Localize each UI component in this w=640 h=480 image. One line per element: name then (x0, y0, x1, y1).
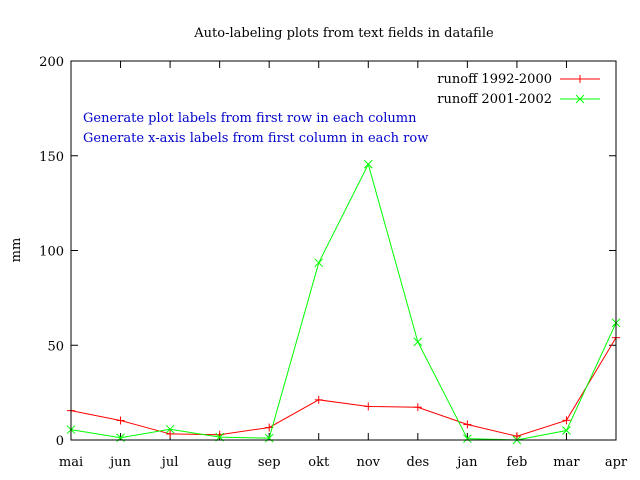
x-tick-label: des (406, 455, 429, 470)
y-tick-label: 100 (39, 245, 64, 260)
series-2-point (413, 337, 423, 347)
series-2-point (165, 424, 175, 434)
series-2-point (562, 426, 571, 435)
x-tick-label: feb (506, 455, 527, 470)
series-2-point (463, 434, 472, 444)
series-2-point (264, 433, 274, 443)
y-tick-label: 150 (39, 150, 64, 165)
x-tick-label: nov (356, 455, 380, 470)
y-tick-label: 0 (56, 434, 64, 449)
x-tick-label: sep (258, 455, 281, 470)
x-tick-label: jul (160, 455, 179, 470)
x-tick-label: apr (605, 455, 628, 470)
x-tick-label: aug (207, 455, 231, 470)
series-2-line (70, 162, 617, 441)
series-2 (66, 159, 621, 445)
x-tick-label: okt (308, 455, 330, 470)
y-tick-label: 200 (39, 55, 64, 70)
series-1-point (512, 432, 521, 441)
series-1-point (116, 416, 125, 425)
series-1-point (166, 429, 175, 438)
series-1-point (413, 403, 422, 412)
chart-title: Auto-labeling plots from text fields in … (193, 26, 494, 41)
series-1-point (463, 420, 472, 429)
legend-label-2: runoff 2001-2002 (437, 92, 552, 107)
legend-label-1: runoff 1992-2000 (437, 72, 552, 87)
series-1-point (364, 402, 373, 411)
x-tick-label: jan (455, 455, 478, 470)
series-2-point (314, 258, 324, 268)
y-axis-label: mm (9, 238, 24, 263)
x-tick-label: mar (553, 455, 580, 470)
x-tick-label: jun (108, 455, 131, 470)
plot-frame (70, 60, 617, 441)
y-tick-label: 50 (47, 339, 64, 354)
series-1-line (70, 337, 617, 437)
series-1 (67, 333, 620, 441)
legend-marker-2 (575, 94, 585, 104)
series-1-point (562, 416, 571, 425)
annotation-2: Generate x-axis labels from first column… (83, 131, 428, 146)
series-2-point (363, 159, 373, 169)
legend-marker-1 (576, 75, 584, 83)
annotation-1: Generate plot labels from first row in e… (83, 111, 417, 126)
x-tick-label: mai (59, 455, 83, 470)
series-1-point (314, 395, 323, 404)
